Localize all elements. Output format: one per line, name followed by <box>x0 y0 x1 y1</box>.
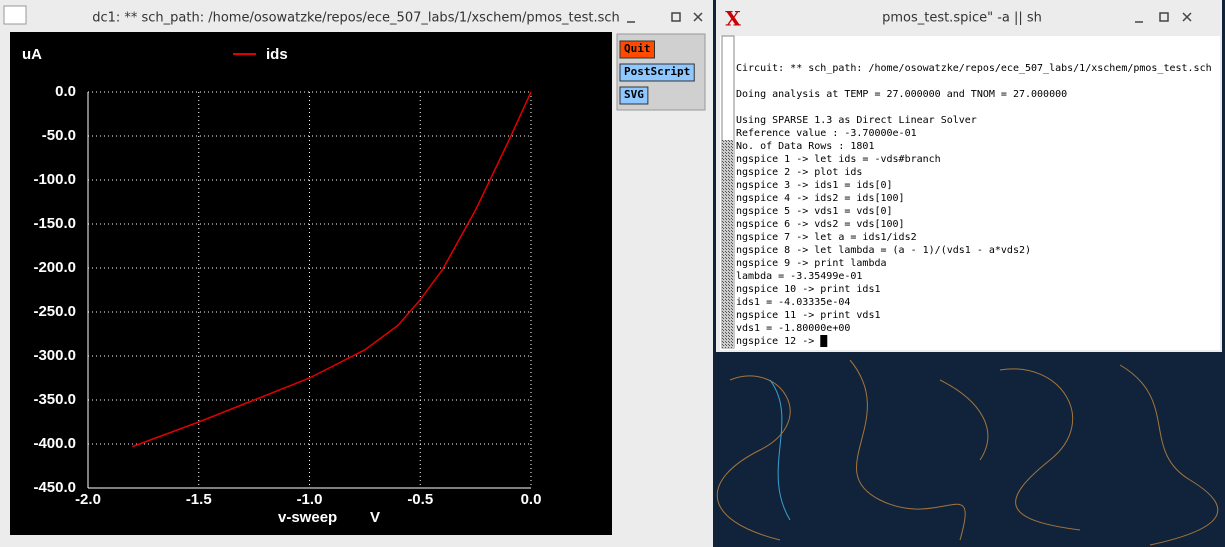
terminal <box>720 36 1220 350</box>
desktop <box>714 352 1225 547</box>
x-icon: X <box>725 7 741 31</box>
terminal-line: ngspice 3 -> ids1 = ids[0] <box>736 180 893 191</box>
terminal-line: ngspice 6 -> vds2 = vds[100] <box>736 219 905 230</box>
terminal-line: ngspice 8 -> let lambda = (a - 1)/(vds1 … <box>736 245 1031 256</box>
window-title: pmos_test.spice" -a || sh <box>882 11 1042 26</box>
terminal-line: ngspice 12 -> <box>736 336 814 347</box>
button-label[interactable]: SVG <box>624 88 644 101</box>
terminal-line: Using SPARSE 1.3 as Direct Linear Solver <box>736 115 977 126</box>
data-line <box>132 91 532 448</box>
x-tick-label: -0.5 <box>407 491 433 508</box>
terminal-line: vds1 = -1.80000e+00 <box>736 323 850 334</box>
terminal-line: ngspice 9 -> print lambda <box>736 258 887 269</box>
x-tick-label: -2.0 <box>75 491 101 508</box>
x-tick-label: -1.5 <box>186 491 212 508</box>
wallpaper-lines <box>769 379 791 521</box>
terminal-line: ids1 = -4.03335e-04 <box>736 297 850 308</box>
x-axis-label: v-sweep <box>278 509 337 526</box>
button[interactable] <box>619 40 655 59</box>
terminal-line: No. of Data Rows : 1801 <box>736 141 874 152</box>
terminal-line: ngspice 11 -> print vds1 <box>736 310 881 321</box>
y-axis-label: uA <box>22 46 42 63</box>
wallpaper-lines <box>716 359 1219 546</box>
terminal-line: Circuit: ** sch_path: /home/osowatzke/re… <box>736 63 1212 74</box>
x-axis-unit: V <box>370 509 380 526</box>
x-tick-label: 0.0 <box>521 491 542 508</box>
y-tick-label: -200.0 <box>33 259 76 276</box>
y-tick-label: -150.0 <box>33 215 76 232</box>
y-tick-label: -400.0 <box>33 435 76 452</box>
y-tick-label: -300.0 <box>33 347 76 364</box>
terminal-line: ngspice 10 -> print ids1 <box>736 284 881 295</box>
terminal-line: ngspice 5 -> vds1 = vds[0] <box>736 206 893 217</box>
y-tick-label: -250.0 <box>33 303 76 320</box>
button[interactable] <box>619 63 695 82</box>
y-tick-label: 0.0 <box>55 83 76 100</box>
terminal-line: lambda = -3.35499e-01 <box>736 271 862 282</box>
y-tick-label: -350.0 <box>33 391 76 408</box>
terminal-line: ngspice 7 -> let a = ids1/ids2 <box>736 232 917 243</box>
terminal-line: Doing analysis at TEMP = 27.000000 and T… <box>736 89 1067 100</box>
button-label[interactable]: Quit <box>624 42 651 55</box>
legend-label: ids <box>266 46 288 63</box>
terminal-line: ngspice 2 -> plot ids <box>736 167 862 178</box>
button[interactable] <box>619 86 649 105</box>
y-tick-label: -100.0 <box>33 171 76 188</box>
scrollbar-thumb[interactable] <box>722 140 734 348</box>
terminal-line: ngspice 1 -> let ids = -vds#branch <box>736 154 941 165</box>
terminal-line: ngspice 4 -> ids2 = ids[100] <box>736 193 905 204</box>
button-label[interactable]: PostScript <box>624 65 690 78</box>
plot-area <box>10 32 612 535</box>
window-controls[interactable] <box>1135 12 1192 23</box>
cursor <box>820 335 828 347</box>
x-tick-label: -1.0 <box>297 491 323 508</box>
y-tick-label: -50.0 <box>42 127 76 144</box>
window-icon <box>3 5 27 25</box>
window-title: dc1: ** sch_path: /home/osowatzke/repos/… <box>92 11 620 26</box>
y-tick-label: -450.0 <box>33 479 76 496</box>
window-controls[interactable] <box>627 12 703 23</box>
terminal-line: Reference value : -3.70000e-01 <box>736 128 917 139</box>
